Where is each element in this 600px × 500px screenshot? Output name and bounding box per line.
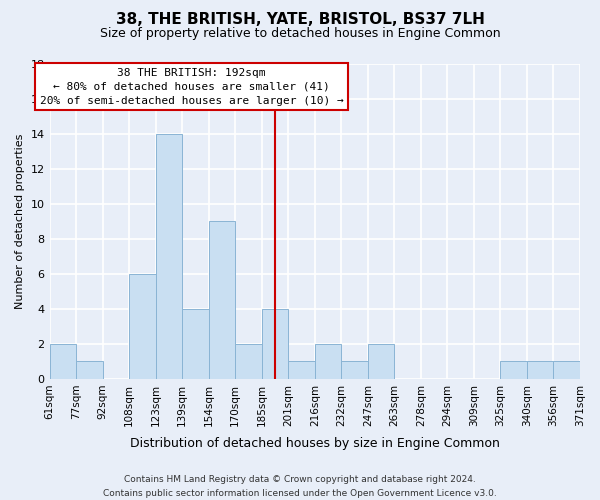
- Bar: [500, 362, 527, 379]
- Bar: [182, 309, 209, 379]
- Bar: [129, 274, 155, 379]
- Text: 38, THE BRITISH, YATE, BRISTOL, BS37 7LH: 38, THE BRITISH, YATE, BRISTOL, BS37 7LH: [116, 12, 484, 28]
- Bar: [76, 362, 103, 379]
- Text: Size of property relative to detached houses in Engine Common: Size of property relative to detached ho…: [100, 28, 500, 40]
- Bar: [262, 309, 288, 379]
- Bar: [368, 344, 394, 379]
- Text: Contains HM Land Registry data © Crown copyright and database right 2024.
Contai: Contains HM Land Registry data © Crown c…: [103, 476, 497, 498]
- Bar: [235, 344, 262, 379]
- Bar: [155, 134, 182, 379]
- Bar: [341, 362, 368, 379]
- Bar: [288, 362, 315, 379]
- Bar: [527, 362, 553, 379]
- Text: 38 THE BRITISH: 192sqm
← 80% of detached houses are smaller (41)
20% of semi-det: 38 THE BRITISH: 192sqm ← 80% of detached…: [40, 68, 343, 106]
- Bar: [315, 344, 341, 379]
- X-axis label: Distribution of detached houses by size in Engine Common: Distribution of detached houses by size …: [130, 437, 500, 450]
- Bar: [553, 362, 580, 379]
- Bar: [209, 222, 235, 379]
- Bar: [50, 344, 76, 379]
- Y-axis label: Number of detached properties: Number of detached properties: [15, 134, 25, 309]
